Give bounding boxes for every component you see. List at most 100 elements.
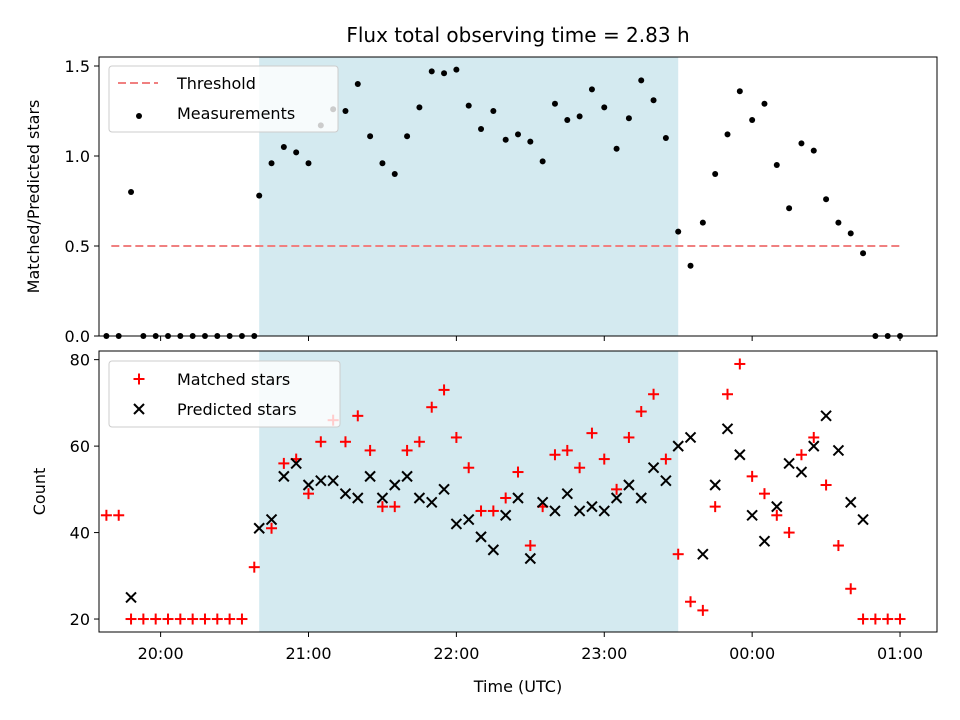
matched-star-point [150, 613, 162, 625]
measurement-point [699, 219, 706, 226]
matched-star-point [746, 470, 758, 482]
matched-star-point [697, 604, 709, 616]
measurement-point [551, 100, 558, 107]
measurement-point [650, 97, 657, 104]
measurement-point [588, 86, 595, 93]
measurement-point [128, 189, 135, 195]
predicted-star-point [290, 457, 302, 470]
predicted-star-point [746, 509, 758, 521]
matched-star-point [266, 522, 278, 534]
legend-measurements-swatch [136, 113, 142, 119]
matched-star-point [236, 613, 248, 625]
legend-measurements-label: Measurements [177, 104, 295, 123]
matched-star-point [660, 453, 672, 465]
matched-star-point [795, 449, 807, 461]
matched-star-point [413, 436, 425, 448]
measurement-point [367, 133, 374, 140]
chart-title: Flux total observing time = 2.83 h [346, 23, 689, 47]
measurement-point [736, 88, 743, 95]
measurement-point [404, 133, 411, 140]
matched-star-point [376, 501, 388, 513]
top-legend: Threshold Measurements [108, 65, 339, 133]
legend-threshold-label: Threshold [176, 74, 256, 93]
x-tick-label: 00:00 [729, 644, 775, 663]
predicted-star-point [610, 492, 623, 504]
predicted-star-point [684, 431, 697, 444]
predicted-star-point [302, 479, 315, 491]
predicted-star-point [475, 531, 487, 543]
top-y-tick-label: 0.5 [65, 237, 90, 256]
measurement-point [625, 115, 632, 122]
matched-star-point [586, 427, 598, 439]
measurement-point [835, 219, 842, 226]
matched-star-point [315, 436, 327, 448]
predicted-star-point [352, 492, 364, 504]
predicted-star-point [549, 505, 561, 517]
bottom-y-tick-label: 80 [70, 351, 90, 370]
matched-star-point [561, 444, 573, 456]
measurement-point [860, 250, 867, 257]
matched-star-point [758, 488, 770, 500]
predicted-star-point [795, 466, 808, 478]
top-y-tick-label: 0.0 [65, 327, 90, 346]
measurement-point [749, 117, 756, 123]
measurement-point [601, 104, 608, 111]
predicted-star-point [462, 513, 475, 526]
matched-star-point [623, 431, 635, 443]
matched-star-point [113, 509, 125, 521]
predicted-star-point [315, 474, 327, 487]
measurement-point [465, 102, 472, 109]
matched-star-point [438, 384, 450, 396]
predicted-star-point [413, 492, 426, 504]
predicted-star-point [672, 440, 684, 452]
bottom-y-tick-label: 20 [70, 610, 90, 629]
measurement-point [662, 135, 669, 141]
bottom-legend-box [108, 360, 341, 428]
bottom-y-tick-label: 40 [70, 524, 90, 543]
measurement-point [687, 262, 694, 269]
matched-star-point [137, 613, 149, 625]
matched-star-point [882, 613, 894, 625]
predicted-star-point [734, 449, 746, 461]
predicted-star-point [376, 492, 389, 504]
measurement-point [428, 68, 435, 75]
measurement-point [478, 126, 485, 132]
predicted-star-point [598, 505, 610, 517]
matched-star-point [611, 483, 623, 495]
predicted-star-point [364, 470, 376, 483]
measurement-point [786, 205, 793, 212]
measurement-point [613, 145, 620, 152]
bottom-legend: Matched stars Predicted stars [108, 360, 341, 428]
matched-star-point [487, 505, 499, 517]
measurement-point [527, 138, 534, 145]
predicted-star-point [586, 500, 598, 513]
matched-star-point [199, 613, 211, 625]
measurement-point [416, 104, 423, 111]
matched-star-point [672, 548, 684, 560]
bottom-plot-frame [98, 350, 938, 633]
predicted-star-point [253, 522, 265, 534]
bottom-y-axis-label: Count [30, 468, 49, 516]
predicted-star-point [438, 483, 450, 496]
predicted-star-point [808, 440, 820, 452]
legend-predicted-swatch [133, 403, 145, 415]
measurement-point [823, 196, 830, 203]
predicted-star-point [499, 509, 512, 521]
matched-star-point [783, 527, 795, 539]
measurement-point [391, 171, 398, 177]
matched-star-point [248, 561, 260, 573]
top-legend-box [108, 65, 339, 133]
measurement-point [305, 160, 312, 167]
predicted-star-point [327, 474, 339, 487]
legend-matched-label: Matched stars [177, 370, 290, 389]
matched-star-point [894, 613, 906, 625]
predicted-star-point [426, 496, 438, 509]
predicted-star-point [832, 444, 845, 457]
measurement-point [847, 230, 854, 237]
matched-star-point [100, 509, 112, 521]
measurement-point [268, 160, 275, 167]
measurement-point [773, 162, 780, 168]
predicted-star-point [758, 535, 771, 547]
predicted-star-point [721, 423, 734, 435]
